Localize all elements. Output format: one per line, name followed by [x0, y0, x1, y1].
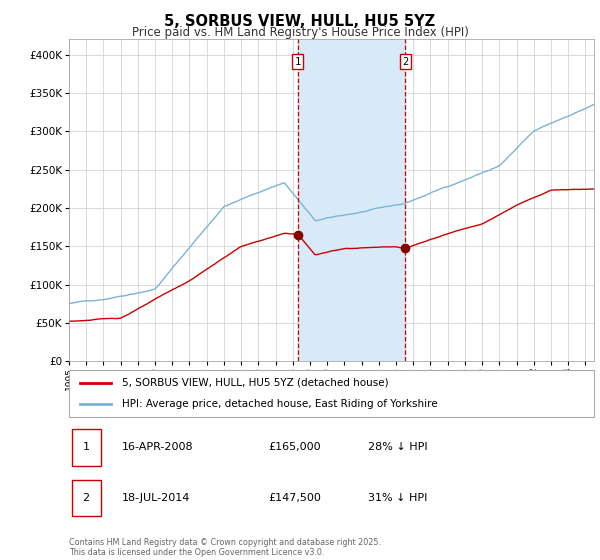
Text: HPI: Average price, detached house, East Riding of Yorkshire: HPI: Average price, detached house, East… — [121, 399, 437, 409]
Bar — [298, 39, 406, 361]
Text: £165,000: £165,000 — [269, 442, 321, 452]
Text: 28% ↓ HPI: 28% ↓ HPI — [368, 442, 428, 452]
Text: 1: 1 — [295, 57, 301, 67]
Text: 16-APR-2008: 16-APR-2008 — [121, 442, 193, 452]
Text: 31% ↓ HPI: 31% ↓ HPI — [368, 493, 428, 503]
Text: 5, SORBUS VIEW, HULL, HU5 5YZ (detached house): 5, SORBUS VIEW, HULL, HU5 5YZ (detached … — [121, 378, 388, 388]
FancyBboxPatch shape — [71, 480, 101, 516]
FancyBboxPatch shape — [69, 370, 594, 417]
Text: £147,500: £147,500 — [269, 493, 322, 503]
Text: 2: 2 — [402, 57, 409, 67]
FancyBboxPatch shape — [71, 430, 101, 465]
Text: 2: 2 — [83, 493, 89, 503]
Text: 18-JUL-2014: 18-JUL-2014 — [121, 493, 190, 503]
Text: 5, SORBUS VIEW, HULL, HU5 5YZ: 5, SORBUS VIEW, HULL, HU5 5YZ — [164, 14, 436, 29]
Text: 1: 1 — [83, 442, 89, 452]
Text: Price paid vs. HM Land Registry's House Price Index (HPI): Price paid vs. HM Land Registry's House … — [131, 26, 469, 39]
Text: Contains HM Land Registry data © Crown copyright and database right 2025.
This d: Contains HM Land Registry data © Crown c… — [69, 538, 381, 557]
